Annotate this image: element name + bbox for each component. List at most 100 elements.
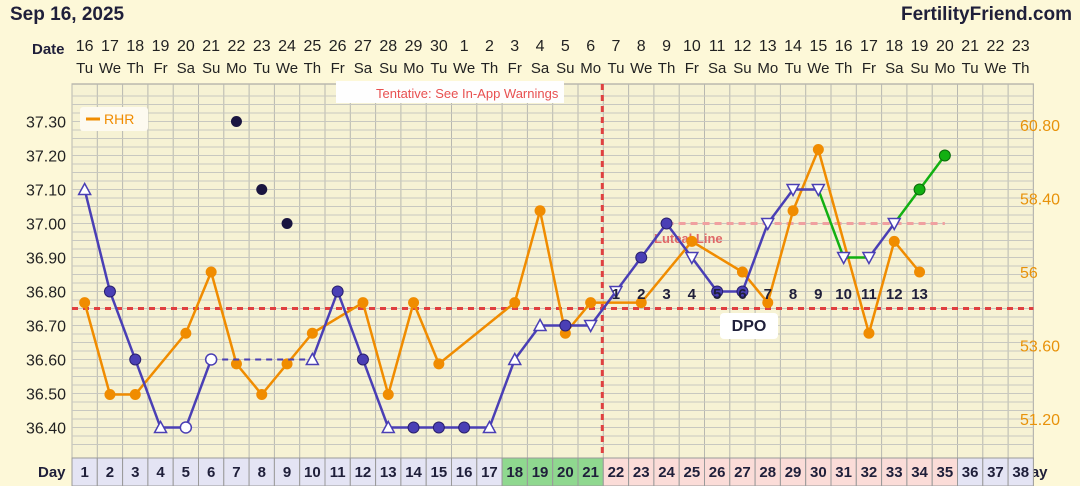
temp-point-triangle-up[interactable] (482, 419, 497, 434)
cycle-day-row: 1 2 3 4 5 6 7 8 9 10 11 12 13 14 15 16 17 18 19 20 21 22 23 24 2… (71, 457, 1034, 486)
discarded-temp-point[interactable] (281, 218, 293, 229)
rhr-point[interactable] (787, 205, 799, 217)
temp-point[interactable] (711, 285, 724, 298)
temp-point-triangle-up[interactable] (380, 419, 396, 434)
date-cell: 28 (379, 38, 397, 55)
weekday-cell: Mo (403, 60, 424, 77)
cycle-day-label: 2 (106, 464, 114, 481)
temp-point-triangle-down[interactable] (785, 183, 801, 198)
rhr-point[interactable] (129, 389, 141, 400)
temp-point-green[interactable] (938, 149, 951, 162)
warning-text[interactable]: Tentative: See In-App Warnings (376, 86, 559, 101)
rhr-point[interactable] (408, 297, 420, 309)
weekday-cell: Tu (430, 60, 447, 77)
cycle-day-label: 25 (684, 464, 701, 481)
temp-point[interactable] (103, 285, 116, 298)
temp-point-open[interactable] (179, 421, 193, 434)
temp-point[interactable] (432, 421, 445, 434)
rhr-point[interactable] (357, 297, 369, 309)
cycle-day-cell (147, 457, 174, 486)
rhr-series (79, 144, 926, 400)
discarded-temp-point[interactable] (230, 116, 242, 127)
weekday-cell: Mo (757, 60, 778, 77)
dpo-label-bg (720, 313, 778, 339)
temp-point-triangle-up[interactable] (305, 351, 320, 366)
cycle-day-cell (172, 457, 199, 486)
dpo-numbers: 1 2 3 4 5 6 7 8 9 10 11 12 13 (612, 286, 928, 303)
legend-bg (80, 107, 148, 131)
rhr-point[interactable] (762, 297, 774, 309)
rhr-point[interactable] (382, 389, 394, 400)
temp-point[interactable] (331, 285, 344, 298)
rhr-point[interactable] (205, 266, 217, 278)
temp-point-triangle-down[interactable] (811, 183, 826, 198)
rhr-point[interactable] (180, 327, 192, 339)
temp-point-triangle-down[interactable] (760, 217, 776, 232)
temp-point-triangle-up[interactable] (532, 317, 548, 332)
rhr-point[interactable] (230, 358, 242, 370)
cycle-day-cell (779, 457, 807, 486)
rhr-point[interactable] (888, 235, 900, 247)
temp-point[interactable] (736, 285, 749, 298)
temp-point[interactable] (129, 353, 142, 366)
rhr-point[interactable] (914, 266, 926, 278)
discarded-temp-point[interactable] (256, 184, 268, 195)
rhr-point[interactable] (686, 235, 698, 247)
temp-tick-label: 36.40 (26, 421, 66, 438)
temp-point-triangle-up[interactable] (153, 419, 168, 434)
rhr-point[interactable] (306, 327, 318, 339)
rhr-point[interactable] (736, 266, 748, 278)
date-cell: 23 (253, 38, 271, 55)
temp-point[interactable] (407, 421, 420, 434)
temp-point-triangle-down[interactable] (583, 319, 598, 334)
temp-point-triangle-down[interactable] (684, 251, 700, 266)
date-cell: 1 (460, 38, 469, 55)
warning-box[interactable]: Tentative: See In-App Warnings (336, 81, 564, 103)
cycle-day-cell (678, 457, 706, 486)
weekday-cell: We (276, 60, 298, 77)
rhr-point[interactable] (281, 358, 293, 370)
rhr-point[interactable] (256, 389, 268, 400)
temp-point-triangle-down[interactable] (608, 285, 624, 300)
temp-point[interactable] (458, 421, 471, 434)
cycle-day-label: 9 (283, 464, 291, 481)
rhr-point[interactable] (433, 358, 445, 370)
temp-point-triangle-down[interactable] (861, 251, 877, 266)
temp-point-open[interactable] (204, 353, 218, 366)
temp-point-triangle-up[interactable] (507, 351, 523, 366)
rhr-point[interactable] (509, 297, 521, 309)
temp-point-triangle-down[interactable] (886, 217, 902, 232)
rhr-point[interactable] (812, 144, 824, 155)
rhr-point[interactable] (104, 389, 116, 400)
dpo-number: 5 (713, 286, 721, 303)
reference-lines (72, 84, 1034, 458)
temp-point-triangle-down[interactable] (836, 251, 851, 266)
temp-point-triangle-up[interactable] (77, 181, 92, 196)
temp-point[interactable] (559, 319, 572, 332)
brand-name[interactable]: FertilityFriend.com (901, 4, 1072, 25)
temp-point-green[interactable] (913, 183, 926, 196)
rhr-point[interactable] (79, 297, 91, 309)
dpo-number: 9 (814, 286, 822, 303)
cycle-day-label: 11 (330, 464, 346, 481)
temp-segment (184, 359, 213, 428)
legend: RHR (80, 107, 148, 131)
rhr-point[interactable] (635, 297, 647, 309)
temp-point[interactable] (356, 353, 369, 366)
temp-segment (918, 154, 946, 191)
date-cell: 29 (405, 38, 423, 55)
cycle-day-label: 21 (582, 464, 599, 481)
rhr-tick-label: 51.20 (1020, 412, 1060, 429)
weekday-cell: Su (556, 60, 574, 77)
rhr-point[interactable] (863, 327, 875, 339)
date-cell: 17 (101, 38, 119, 55)
cycle-day-label: 13 (380, 464, 397, 481)
cycle-day-cell (349, 457, 377, 486)
rhr-point[interactable] (534, 205, 546, 217)
temp-point[interactable] (635, 251, 648, 264)
temp-segment (488, 359, 516, 428)
rhr-point[interactable] (585, 297, 597, 309)
date-cell: 2 (485, 38, 494, 55)
temp-point[interactable] (660, 217, 673, 230)
